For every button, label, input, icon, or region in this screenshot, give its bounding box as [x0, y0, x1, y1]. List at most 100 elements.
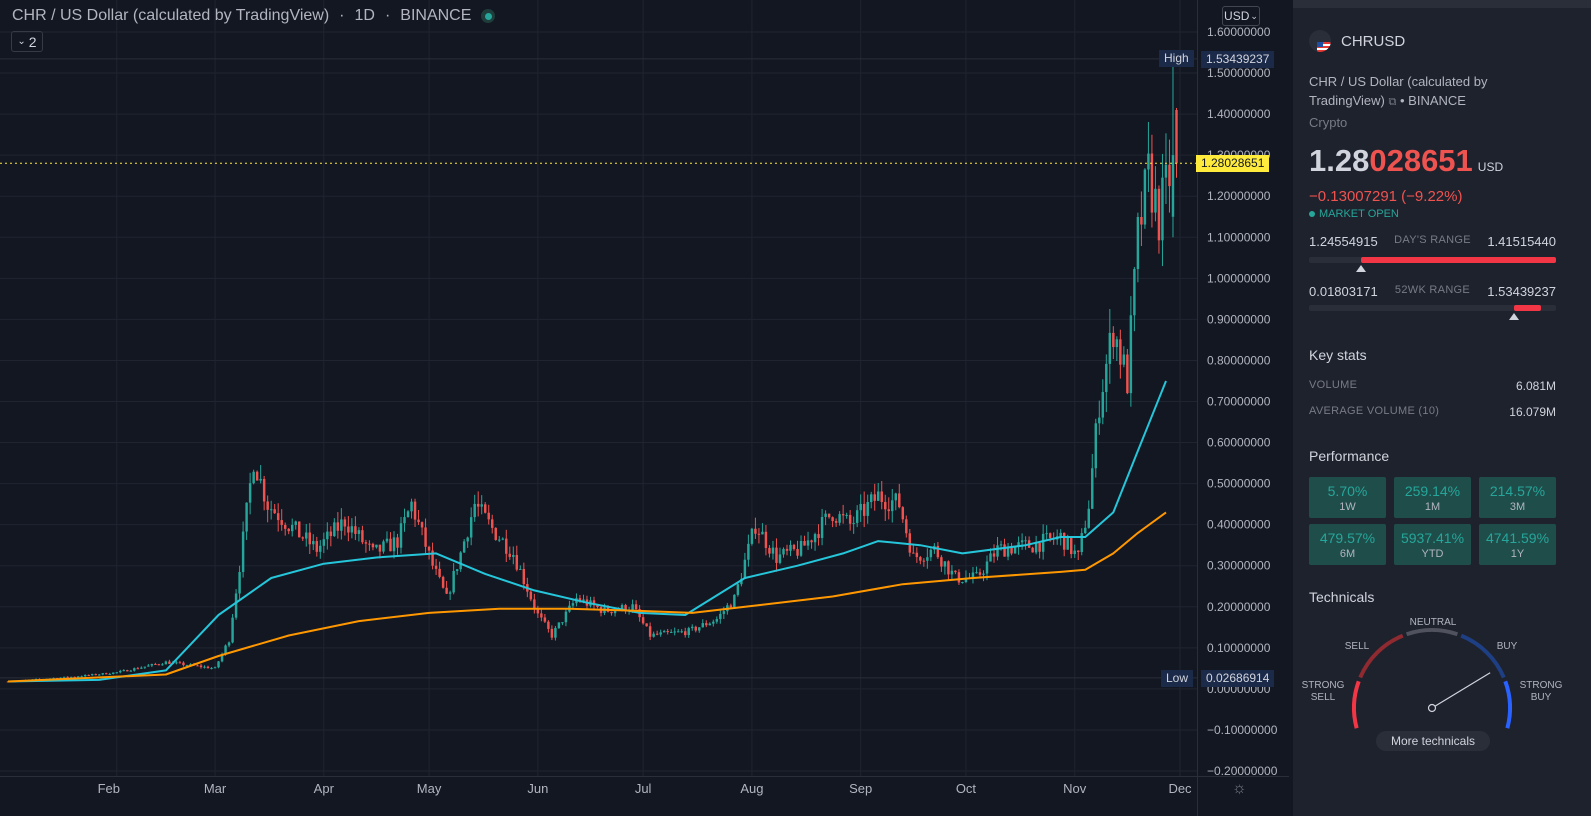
candle-body [62, 676, 66, 678]
time-axis-label: Mar [203, 781, 227, 796]
performance-cell-3m[interactable]: 214.57% 3M [1479, 477, 1556, 518]
performance-cell-1w[interactable]: 5.70% 1W [1309, 477, 1386, 518]
candle-body [1164, 164, 1168, 178]
symbol-exchange: BINANCE [1408, 93, 1466, 108]
candle-body [434, 565, 438, 569]
candle-body [294, 521, 297, 525]
performance-cell-ytd[interactable]: 5937.41% YTD [1394, 524, 1471, 565]
candle-body [624, 605, 627, 612]
candle-body [340, 519, 343, 531]
candle-body [322, 539, 326, 546]
stat-row-volume: VOLUME 6.081M [1309, 379, 1556, 393]
technicals-gauge[interactable] [1293, 620, 1591, 740]
price-chart[interactable]: 1.600000001.500000001.400000001.30000000… [0, 0, 1289, 816]
gauge-label-buy: BUY [1496, 641, 1518, 652]
candle-body [164, 661, 168, 665]
low-tag-label: Low [1161, 670, 1194, 687]
days-range-row: 1.24554915 DAY'S RANGE 1.41515440 [1309, 234, 1556, 249]
settings-gear-icon[interactable]: ☼ [1232, 780, 1247, 797]
candle-body [768, 547, 771, 554]
candle-body [775, 547, 778, 563]
candle-body [901, 507, 905, 520]
candle-body [1091, 468, 1094, 509]
more-technicals-button[interactable]: More technicals [1376, 731, 1490, 751]
candle-body [740, 578, 743, 585]
candle-body [536, 608, 540, 614]
candle-body [999, 544, 1003, 546]
candle-body [371, 543, 375, 548]
candle-body [206, 666, 210, 669]
candle-body [884, 501, 887, 510]
title-separator: · [384, 7, 391, 24]
candle-body [824, 513, 827, 517]
performance-cell-1y[interactable]: 4741.59% 1Y [1479, 524, 1556, 565]
days-range-marker-icon [1355, 265, 1366, 272]
performance-value: 214.57% [1489, 482, 1546, 499]
wk52-range-fill [1514, 305, 1542, 311]
candle-body [494, 527, 497, 540]
candle-body [869, 494, 873, 503]
candle-body [252, 471, 255, 484]
performance-cell-6m[interactable]: 479.57% 6M [1309, 524, 1386, 565]
indicators-toggle-button[interactable]: ⌄ 2 [11, 31, 43, 52]
candle-body [459, 552, 462, 570]
candle-body [427, 546, 431, 551]
symbol-header[interactable]: CHRUSD [1309, 30, 1405, 52]
performance-cell-1m[interactable]: 259.14% 1M [1394, 477, 1471, 518]
technicals-title: Technicals [1309, 589, 1375, 605]
candle-body [712, 621, 715, 624]
symbol-category: Crypto [1309, 115, 1348, 130]
candle-body [578, 598, 582, 602]
candle-body [876, 491, 880, 501]
candle-body [1041, 533, 1045, 552]
candle-body [66, 676, 69, 678]
candle-body [255, 471, 259, 481]
candle-body [441, 576, 445, 588]
candle-body [810, 540, 813, 543]
performance-period: 1W [1339, 500, 1356, 513]
currency-select[interactable]: USD ⌄ [1222, 6, 1260, 26]
performance-value: 259.14% [1404, 482, 1461, 499]
candle-body [1115, 339, 1119, 348]
candle-body [922, 560, 926, 562]
candle-body [750, 528, 754, 544]
candle-body [1084, 527, 1087, 534]
price-change: −0.13007291 (−9.22%) [1309, 188, 1463, 205]
candle-body [136, 668, 140, 670]
chart-pane[interactable]: 1.600000001.500000001.400000001.30000000… [0, 0, 1289, 816]
time-axis-label: Oct [955, 781, 977, 796]
candle-body [143, 666, 147, 668]
candle-body [764, 531, 768, 548]
candle-body [368, 543, 371, 545]
candle-body [119, 670, 122, 673]
candle-body [799, 540, 803, 556]
candle-body [410, 501, 413, 512]
candle-body [189, 664, 192, 666]
candle-body [631, 604, 634, 611]
gauge-hub [1427, 703, 1437, 713]
gauge-arc-sell [1358, 633, 1404, 679]
chart-interval[interactable]: 1D [354, 7, 375, 24]
symbol-name[interactable]: CHRUSD [1341, 32, 1406, 50]
candle-body [733, 594, 736, 608]
market-status-text: MARKET OPEN [1319, 208, 1399, 220]
candle-body [519, 568, 522, 570]
candle-body [855, 510, 859, 523]
candle-body [273, 509, 276, 514]
last-price: 1.28028651 USD [1309, 143, 1503, 179]
candle-body [357, 530, 361, 534]
candle-body [1062, 532, 1066, 550]
candle-body [1073, 550, 1076, 555]
candle-body [691, 626, 694, 629]
candle-body [389, 538, 392, 552]
candle-body [115, 672, 119, 674]
candle-body [561, 622, 564, 624]
candle-body [473, 503, 476, 518]
candle-body [789, 544, 792, 551]
performance-period: 6M [1339, 547, 1356, 560]
candle-body [648, 626, 652, 637]
external-link-icon[interactable]: ⧉ [1388, 96, 1397, 108]
candle-body [90, 674, 94, 676]
candle-body [147, 665, 150, 667]
performance-period: 3M [1509, 500, 1526, 513]
